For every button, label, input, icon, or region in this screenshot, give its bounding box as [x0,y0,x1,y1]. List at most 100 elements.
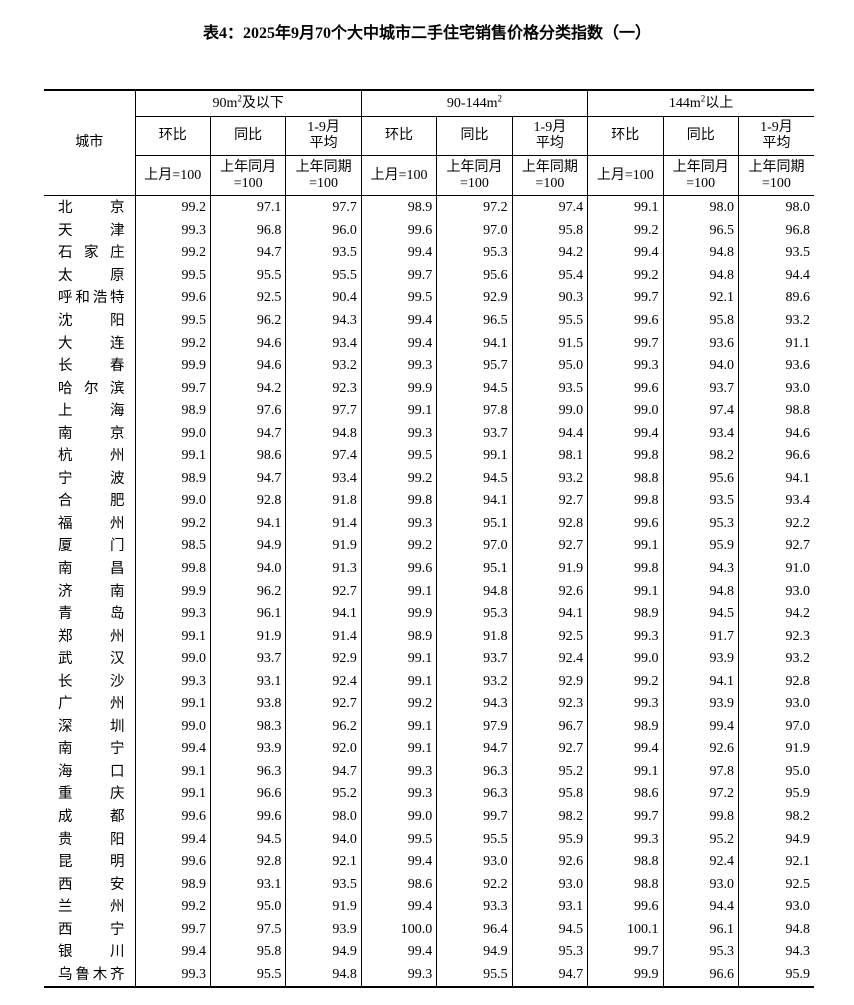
table-row: 西宁 99.7 97.5 93.9 100.0 96.4 94.5 100.1 96.1 94.8 [44,918,814,942]
table-row: 西安 98.9 93.1 93.5 98.6 92.2 93.0 98.8 93.0 92.5 [44,873,814,896]
index-value: 92.7 [737,535,814,558]
city-name: 西宁 [58,921,125,938]
index-value: 99.1 [134,445,211,468]
index-value: 96.6 [662,963,739,988]
city-name: 成都 [58,809,125,826]
yoy-base: 上年同月 =100 [209,155,286,196]
index-value: 99.5 [360,445,437,468]
city-name: 贵阳 [58,831,125,848]
index-value: 99.0 [134,715,211,739]
index-value: 93.5 [662,490,739,513]
index-value: 92.9 [436,287,513,310]
index-value: 93.0 [511,873,588,896]
index-value: 98.6 [587,783,664,806]
group-label-suffix: 以上 [705,95,734,111]
index-value: 100.1 [587,918,664,942]
city-name: 大连 [58,335,125,352]
index-value: 97.8 [662,760,739,784]
index-value: 93.1 [209,670,286,694]
city-name: 沈阳 [58,313,125,329]
index-value: 99.3 [360,354,437,378]
index-value: 99.6 [587,309,664,333]
index-value: 94.1 [737,467,814,491]
index-value: 94.9 [209,535,286,558]
index-value: 98.9 [134,873,211,896]
index-value: 93.0 [737,377,814,400]
index-value: 94.8 [285,422,362,446]
city-name: 福州 [58,515,125,532]
label-text: 环比 [611,128,640,143]
index-value: 98.8 [587,873,664,896]
table-row: 长春 99.9 94.6 93.2 99.3 95.7 95.0 99.3 94.0 93.6 [44,354,814,378]
index-value: 97.0 [737,715,814,739]
index-value: 95.6 [436,264,513,288]
index-value: 99.4 [134,738,211,761]
index-value: 96.1 [662,918,739,942]
index-value: 99.8 [360,490,437,513]
index-value: 96.8 [737,219,814,243]
index-value: 97.2 [436,195,513,220]
index-value: 99.0 [360,805,437,829]
index-value: 97.0 [436,219,513,243]
index-value: 92.3 [511,693,588,716]
index-value: 98.1 [511,445,588,468]
index-value: 99.3 [360,422,437,446]
base-text: 上月=100 [596,167,654,183]
index-value: 95.0 [511,354,588,378]
index-value: 92.7 [511,535,588,558]
table-row: 海口 99.1 96.3 94.7 99.3 96.3 95.2 99.1 97.8 95.0 [44,760,814,784]
index-value: 91.8 [285,490,362,513]
index-value: 94.9 [285,941,362,964]
index-value: 93.2 [436,670,513,694]
index-value: 99.7 [587,332,664,355]
index-value: 92.5 [737,873,814,896]
index-value: 92.1 [285,850,362,874]
index-value: 99.4 [360,895,437,919]
index-value: 95.3 [511,941,588,964]
index-value: 95.1 [436,512,513,536]
index-value: 99.3 [134,670,211,694]
index-value: 99.6 [360,557,437,581]
index-value: 95.1 [436,557,513,581]
index-value: 96.7 [511,715,588,739]
index-value: 94.3 [436,693,513,716]
table-row: 青岛 99.3 96.1 94.1 99.9 95.3 94.1 98.9 94.5 94.2 [44,602,814,626]
table-row: 广州 99.1 93.8 92.7 99.2 94.3 92.3 99.3 93.9 93.0 [44,693,814,716]
group-label: 90-144m [446,95,498,111]
label-text: 平均 [309,136,338,151]
index-value: 99.5 [360,287,437,310]
index-value: 93.5 [737,242,814,265]
city-name: 广州 [58,696,125,713]
index-value: 92.6 [511,580,588,603]
index-value: 99.1 [587,580,664,603]
city-name: 北京 [58,200,125,217]
index-value: 94.0 [285,828,362,851]
city-name: 兰州 [58,899,125,916]
index-value: 99.7 [436,805,513,829]
index-value: 94.1 [436,332,513,355]
index-value: 99.6 [134,850,211,874]
index-value: 99.5 [134,309,211,333]
index-value: 93.2 [285,354,362,378]
index-value: 94.2 [737,602,814,626]
avg-header: 1-9月 平均 [511,116,588,156]
city-name: 南宁 [58,741,125,758]
index-value: 98.9 [134,399,211,423]
mom-header: 环比 [134,116,211,156]
index-value: 99.3 [360,963,437,988]
index-value: 99.4 [587,422,664,446]
index-value: 99.4 [134,828,211,851]
table-row: 石家庄 99.2 94.7 93.5 99.4 95.3 94.2 99.4 94.8 93.5 [44,242,814,265]
index-value: 99.1 [360,399,437,423]
index-value: 91.3 [285,557,362,581]
label-text: 平均 [762,136,791,151]
index-value: 91.9 [511,557,588,581]
yoy-header: 同比 [662,116,739,156]
index-value: 92.1 [737,850,814,874]
table-row: 南京 99.0 94.7 94.8 99.3 93.7 94.4 99.4 93.4 94.6 [44,422,814,446]
index-value: 99.9 [587,963,664,988]
index-value: 96.4 [436,918,513,942]
table-row: 呼和浩特 99.6 92.5 90.4 99.5 92.9 90.3 99.7 92.1 89.6 [44,287,814,310]
index-value: 98.6 [360,873,437,896]
index-value: 94.8 [662,580,739,603]
